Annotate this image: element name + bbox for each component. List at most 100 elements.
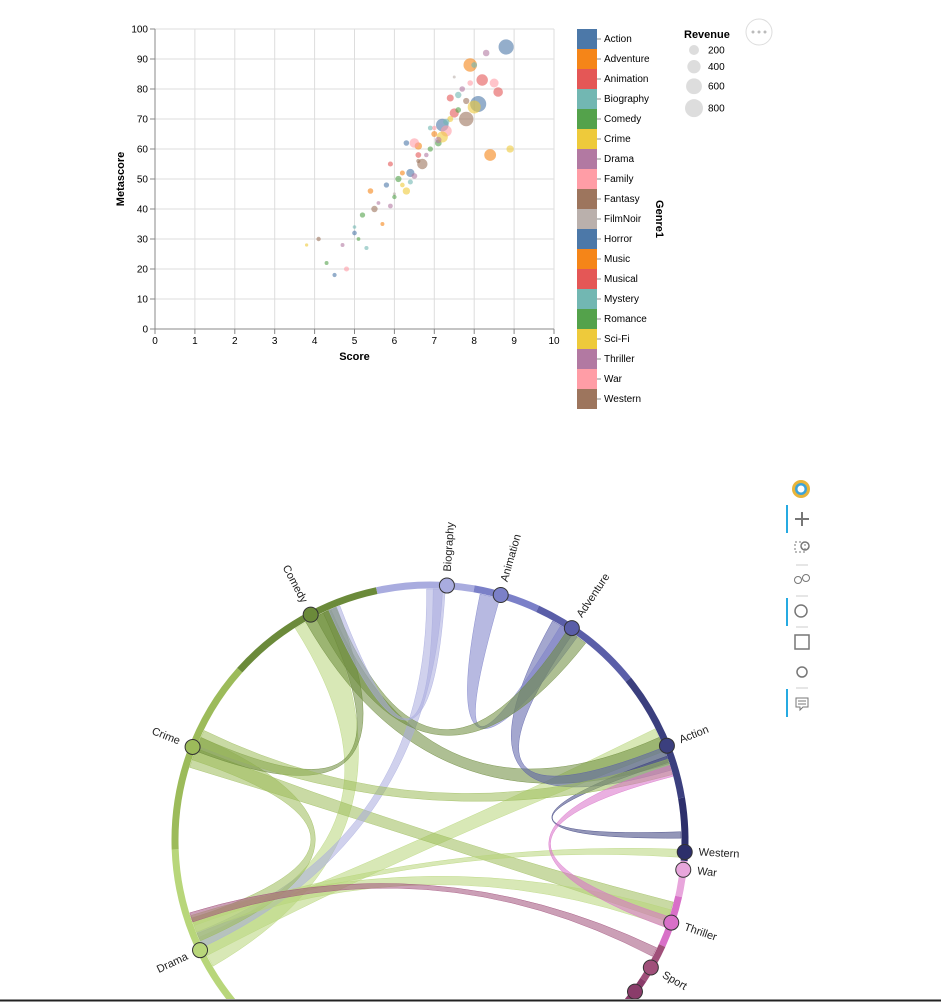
- point: [446, 94, 454, 102]
- point: [455, 107, 462, 113]
- tap-tool[interactable]: [794, 604, 808, 618]
- point: [427, 146, 433, 152]
- point: [409, 138, 420, 148]
- wheel-zoom-tool[interactable]: [794, 576, 802, 584]
- point: [431, 131, 438, 137]
- y-tick-label: 10: [137, 295, 149, 306]
- chord-chart: Western War Thriller Sport Action Adventure An…: [150, 521, 740, 999]
- y-tick-label: 0: [142, 325, 148, 336]
- point: [463, 97, 470, 105]
- scatter-chart: 0 1 2 3 4 5 6 7 8 9 100102030405060708090100ScoreM…: [115, 25, 730, 409]
- point: [395, 175, 402, 183]
- legend-swatch: [577, 229, 597, 249]
- point: [459, 111, 474, 127]
- point: [415, 152, 422, 158]
- chord-node: [642, 959, 659, 976]
- point: [506, 145, 514, 153]
- menu-button[interactable]: [745, 18, 773, 46]
- legend-label: Music: [604, 254, 630, 265]
- legend-label: Crime: [604, 134, 631, 145]
- y-tick-label: 20: [137, 265, 149, 276]
- size-legend-circle: [687, 60, 701, 74]
- toolbar: [786, 480, 810, 717]
- chord-ribbon: [328, 588, 446, 721]
- chord-node: [663, 914, 680, 931]
- pan-tool[interactable]: [795, 512, 809, 526]
- ring-segment: [376, 581, 475, 595]
- ring-segment: [675, 860, 688, 898]
- chord-ribbon: [548, 765, 674, 928]
- active-indicator: [786, 598, 788, 626]
- point: [498, 39, 514, 55]
- chord-node: [658, 737, 675, 754]
- chord-node: [626, 983, 643, 999]
- chord-node: [438, 577, 455, 594]
- node-label: Biography: [442, 521, 457, 572]
- box-zoom-tool[interactable]: [794, 541, 806, 553]
- legend-label: Horror: [604, 234, 633, 245]
- legend-label: Musical: [604, 274, 638, 285]
- size-legend-circle: [686, 78, 702, 95]
- legend-label: Fantasy: [604, 194, 640, 205]
- node-label: Comedy: [280, 563, 310, 605]
- menu-dot: [751, 30, 755, 34]
- x-axis-title: Score: [339, 351, 370, 363]
- size-legend-label: 800: [708, 104, 725, 115]
- node-label: Action: [678, 724, 711, 746]
- y-tick-label: 40: [137, 205, 149, 216]
- ring-segment: [171, 849, 236, 999]
- ring-segment: [625, 677, 685, 799]
- y-tick-label: 30: [137, 235, 149, 246]
- point: [332, 272, 337, 278]
- node-label: Adventure: [575, 571, 613, 619]
- size-legend-label: 600: [708, 82, 725, 93]
- x-tick-label: 3: [272, 336, 278, 347]
- legend-swatch: [577, 69, 597, 89]
- legend-label: Comedy: [604, 114, 641, 125]
- point: [343, 266, 350, 272]
- legend-swatch: [577, 269, 597, 289]
- logo[interactable]: [792, 480, 810, 498]
- point: [364, 245, 369, 251]
- point: [392, 192, 396, 196]
- legend-label: War: [604, 374, 623, 385]
- box-zoom-lens: [800, 541, 810, 551]
- chord-node: [563, 620, 580, 637]
- point: [416, 158, 421, 164]
- node-label: War: [696, 865, 717, 879]
- legend-label: Romance: [604, 314, 647, 325]
- point: [471, 62, 478, 68]
- save-tool[interactable]: [794, 634, 810, 650]
- point: [484, 149, 497, 161]
- y-tick-label: 70: [137, 115, 149, 126]
- point: [489, 78, 499, 88]
- point: [387, 203, 393, 209]
- node-label: Crime: [150, 725, 182, 747]
- legend-swatch: [577, 329, 597, 349]
- legend-swatch: [577, 369, 597, 389]
- x-tick-label: 1: [192, 336, 198, 347]
- point: [424, 152, 429, 158]
- node-label: Animation: [499, 533, 524, 583]
- hover-tool[interactable]: [795, 697, 809, 712]
- size-legend-circle: [685, 99, 703, 118]
- chord-node: [675, 861, 692, 878]
- point: [411, 173, 418, 179]
- x-tick-label: 9: [511, 336, 517, 347]
- point: [400, 182, 405, 188]
- chord-ribbon: [197, 730, 673, 802]
- x-tick-label: 7: [432, 336, 438, 347]
- wheel-zoom-lens: [802, 574, 810, 582]
- x-tick-label: 0: [152, 336, 158, 347]
- chord-node: [184, 738, 201, 755]
- point: [359, 212, 366, 218]
- point: [371, 205, 378, 213]
- legend-label: Drama: [604, 154, 634, 165]
- x-tick-label: 5: [352, 336, 358, 347]
- y-tick-label: 50: [137, 175, 149, 186]
- legend-title: Genre1: [653, 200, 665, 238]
- point: [467, 100, 481, 114]
- point: [383, 182, 390, 188]
- reset-tool[interactable]: [796, 666, 808, 678]
